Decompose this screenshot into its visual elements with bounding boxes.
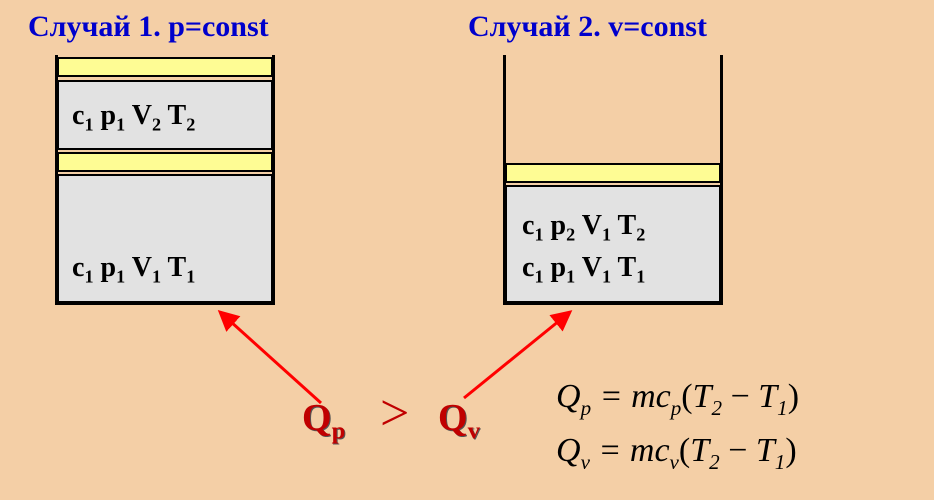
case2-piston (505, 163, 721, 183)
arrow-right (464, 312, 570, 398)
case1-piston-mid (57, 152, 273, 172)
gt-symbol: > (380, 384, 409, 443)
formula-qv: Qv = mcv(T2 − T1) (556, 432, 797, 475)
case2-state-lower: c1 p1 V1 T1 (522, 252, 645, 288)
qv-label: Qv (438, 396, 480, 446)
case1-piston-top (57, 57, 273, 77)
formula-qp: Qp = mcp(T2 − T1) (556, 378, 799, 421)
case1-state-lower: c1 p1 V1 T1 (72, 252, 195, 288)
case2-state-upper: c1 p2 V1 T2 (522, 210, 645, 246)
qp-label: Qp (302, 396, 345, 446)
case1-state-upper: c1 p1 V2 T2 (72, 100, 195, 136)
case2-title: Случай 2. v=const (468, 10, 707, 44)
case1-title: Случай 1. p=const (28, 10, 269, 44)
arrow-left (220, 312, 321, 403)
